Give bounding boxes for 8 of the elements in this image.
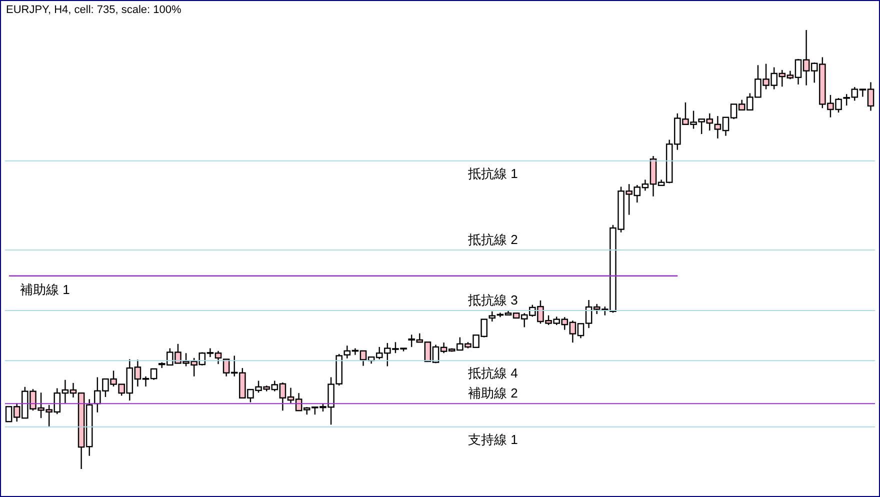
ref-line-label: 抵抗線 2 [467,232,518,247]
series-label: 補助線 1 [20,282,70,297]
ref-line-label: 支持線 1 [468,432,518,447]
ref-line-label: 抵抗線 1 [467,166,518,181]
chart-title: EURJPY, H4, cell: 735, scale: 100% [6,4,182,16]
ref-line-label: 抵抗線 3 [467,292,518,308]
ref-line-label: 抵抗線 4 [467,366,518,381]
ref-line-label: 補助線 2 [468,386,518,401]
